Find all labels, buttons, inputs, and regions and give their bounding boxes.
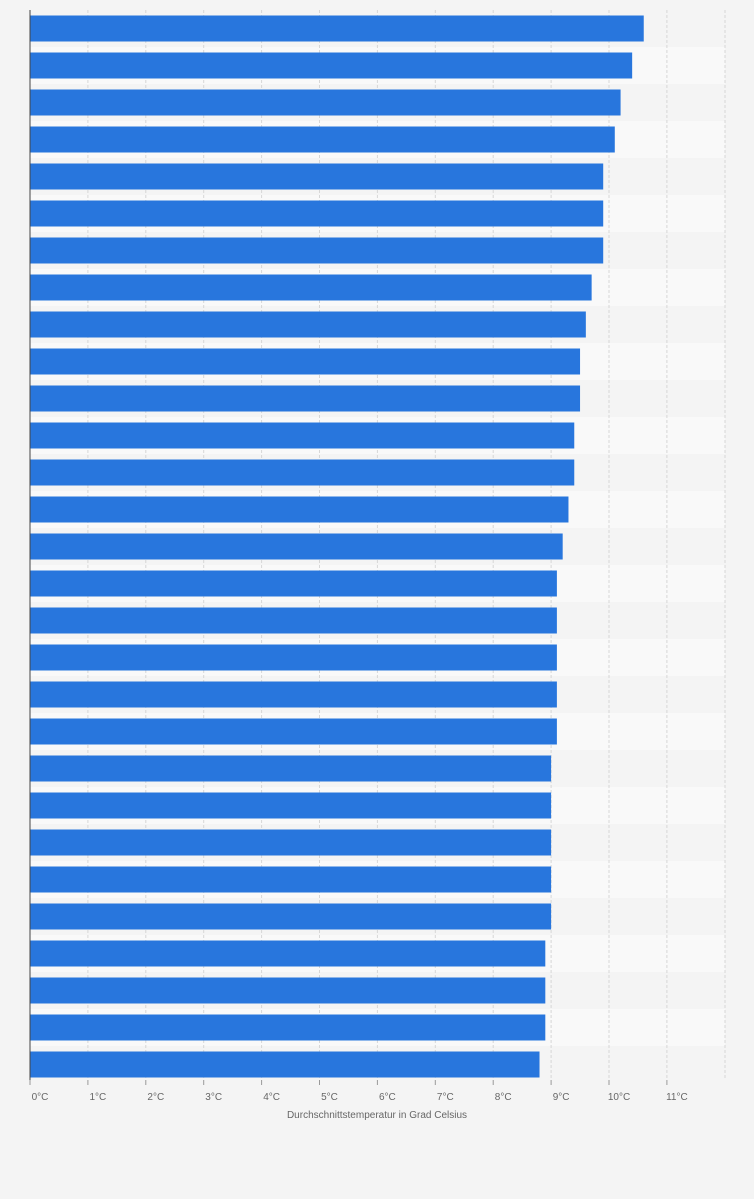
bar <box>30 422 575 449</box>
bar <box>30 496 569 523</box>
tick-label: 4°C <box>263 1092 280 1103</box>
bar <box>30 681 557 708</box>
bar <box>30 903 552 930</box>
tick-label: 7°C <box>437 1092 454 1103</box>
bars <box>30 15 644 1078</box>
bar <box>30 52 633 79</box>
bar <box>30 570 557 597</box>
tick-label: 10°C <box>608 1092 630 1103</box>
tick-label: 0°C <box>32 1092 49 1103</box>
bar <box>30 237 604 264</box>
bar <box>30 718 557 745</box>
tick-label: 3°C <box>205 1092 222 1103</box>
bar <box>30 89 621 116</box>
bar <box>30 163 604 190</box>
bar <box>30 1014 546 1041</box>
bar <box>30 274 592 301</box>
tick-label: 11°C <box>666 1092 688 1103</box>
tick-label: 8°C <box>495 1092 512 1103</box>
bar <box>30 607 557 634</box>
bar <box>30 940 546 967</box>
tick-label: 9°C <box>553 1092 570 1103</box>
bar <box>30 977 546 1004</box>
bar <box>30 311 586 338</box>
bar <box>30 533 563 560</box>
tick-label: 2°C <box>147 1092 164 1103</box>
bar <box>30 866 552 893</box>
bar <box>30 459 575 486</box>
tick-label: 1°C <box>90 1092 107 1103</box>
x-axis-ticks: 0°C 1°C 2°C 3°C 4°C 5°C 6°C 7°C 8°C 9°C 10°C 11°C <box>29 1080 688 1103</box>
bar <box>30 829 552 856</box>
bar <box>30 385 581 412</box>
x-axis-title: Durchschnittstemperatur in Grad Celsius <box>287 1110 467 1121</box>
bar <box>30 348 581 375</box>
tick-label: 5°C <box>321 1092 338 1103</box>
bar <box>30 1051 540 1078</box>
bar <box>30 792 552 819</box>
tick-label: 6°C <box>379 1092 396 1103</box>
bar <box>30 200 604 227</box>
bar <box>30 644 557 671</box>
bar <box>30 15 644 42</box>
bar <box>30 126 615 153</box>
bar <box>30 755 552 782</box>
